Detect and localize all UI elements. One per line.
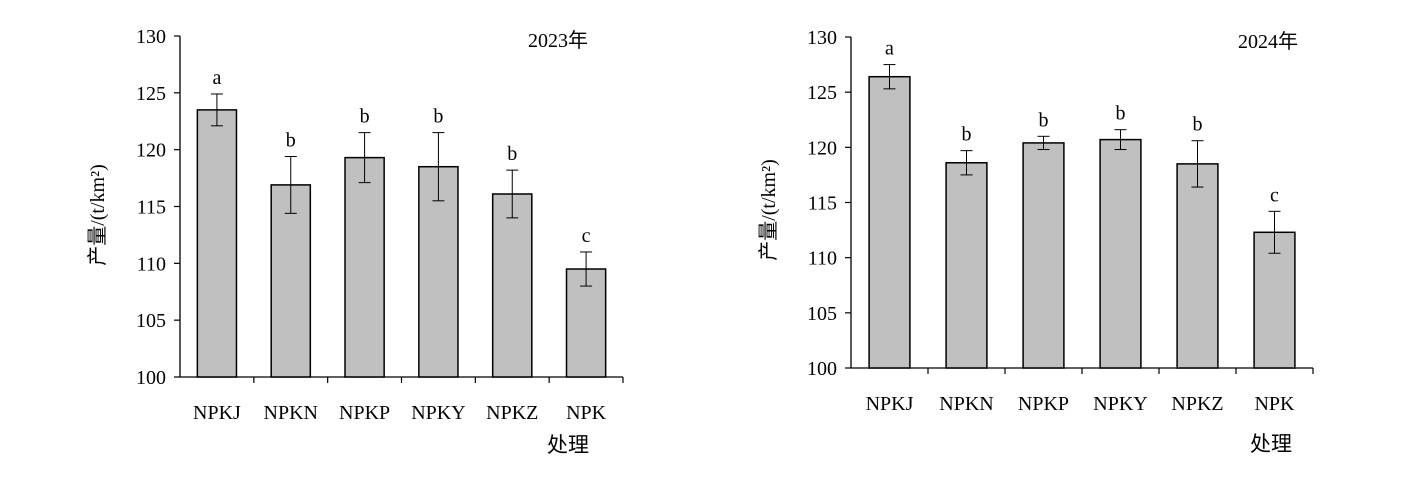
x-tick-label: NPK	[566, 402, 607, 424]
significance-letter: c	[582, 225, 591, 247]
significance-letter: b	[507, 143, 517, 165]
y-tick-label: 115	[808, 193, 837, 215]
x-tick-label: NPKY	[1093, 393, 1147, 415]
y-tick-label: 100	[136, 367, 166, 389]
significance-letter: b	[286, 129, 296, 151]
significance-letter: b	[1116, 103, 1126, 125]
bar	[1253, 231, 1296, 369]
x-tick-label: NPKN	[264, 402, 318, 424]
significance-letter: a	[885, 38, 894, 60]
significance-letter: b	[1039, 109, 1049, 131]
chart-2024-svg: 100 105 110 115 120 125 130 a NPKJ b NPKN b NPKP b NPK…	[757, 27, 1314, 456]
y-tick-label: 125	[807, 82, 837, 104]
bar	[344, 156, 385, 378]
year-label: 2023年	[528, 29, 588, 52]
bar	[565, 268, 607, 378]
x-tick-label: NPKP	[339, 402, 390, 424]
bar	[196, 109, 238, 378]
x-tick-label: NPK	[1254, 393, 1295, 415]
bar	[491, 193, 533, 378]
x-tick-label: NPKY	[411, 402, 465, 424]
bar	[418, 165, 459, 378]
bar	[945, 162, 988, 369]
y-tick-label: 100	[807, 358, 837, 380]
x-tick-label: NPKZ	[1171, 393, 1223, 415]
y-tick-label: 125	[136, 83, 166, 105]
y-tick-label: 110	[137, 253, 166, 275]
significance-letter: b	[360, 106, 370, 128]
bar	[868, 75, 911, 369]
x-axis-label: 处理	[547, 433, 589, 457]
significance-letter: b	[962, 124, 972, 146]
y-tick-label: 115	[137, 197, 166, 219]
y-tick-label: 130	[136, 26, 166, 48]
year-label: 2024年	[1238, 30, 1298, 53]
significance-letter: b	[1193, 114, 1203, 136]
x-tick-label: NPKZ	[486, 402, 538, 424]
y-tick-label: 105	[807, 303, 837, 325]
significance-letter: b	[433, 106, 443, 128]
x-tick-label: NPKN	[939, 393, 993, 415]
bar	[1176, 163, 1219, 369]
chart-2023: 100 105 110 115 120 125 130 a NPKJ b NPKN b NPKP b NPK…	[0, 0, 713, 475]
y-tick-label: 110	[808, 248, 837, 270]
y-tick-label: 130	[807, 27, 837, 49]
y-axis-label: 产量/(t/km²)	[757, 159, 780, 261]
bar	[1099, 138, 1142, 369]
x-tick-label: NPKJ	[193, 402, 241, 424]
chart-2023-svg: 100 105 110 115 120 125 130 a NPKJ b NPKN b NPKP b NPK…	[86, 26, 624, 457]
significance-letter: c	[1270, 184, 1279, 206]
bar	[1022, 142, 1065, 369]
significance-letter: a	[212, 67, 221, 89]
y-axis-label: 产量/(t/km²)	[86, 164, 109, 266]
y-tick-label: 120	[807, 137, 837, 159]
x-axis-label: 处理	[1250, 432, 1292, 456]
y-tick-label: 105	[136, 310, 166, 332]
chart-2024: 100 105 110 115 120 125 130 a NPKJ b NPKN b NPKP b NPK…	[713, 0, 1426, 475]
x-tick-label: NPKJ	[866, 393, 914, 415]
x-tick-label: NPKP	[1018, 393, 1069, 415]
y-tick-label: 120	[136, 140, 166, 162]
